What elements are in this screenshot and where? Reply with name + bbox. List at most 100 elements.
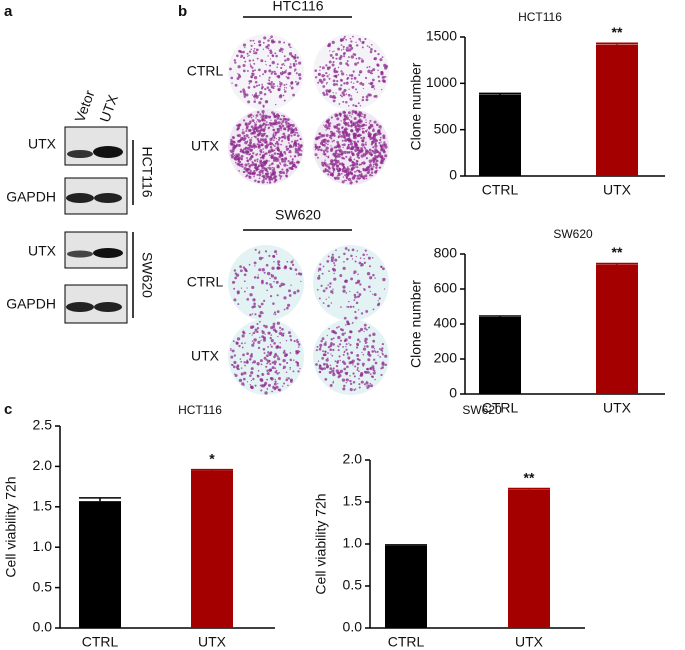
colony [343, 88, 347, 92]
colony [248, 165, 250, 167]
colony [358, 173, 361, 176]
colony [342, 266, 346, 270]
colony [259, 90, 263, 95]
colony [358, 149, 361, 153]
colony [231, 280, 235, 284]
colony [261, 171, 264, 174]
colony [384, 145, 388, 149]
colony [358, 329, 361, 333]
colony [234, 374, 238, 378]
colony [296, 160, 300, 164]
colony [269, 352, 272, 355]
colony [365, 121, 367, 124]
colony [351, 152, 353, 155]
colony [242, 90, 246, 94]
colony [355, 281, 358, 285]
colony [241, 158, 243, 161]
colony [281, 385, 284, 387]
colony [364, 249, 367, 252]
colony [376, 63, 380, 67]
colony [320, 148, 323, 152]
colony [267, 123, 270, 126]
colony [264, 115, 268, 119]
colony [266, 369, 269, 372]
colony [283, 296, 287, 300]
colony [256, 361, 260, 366]
colony [275, 147, 277, 150]
colony [242, 353, 245, 357]
colony [344, 332, 346, 334]
colony [325, 298, 327, 300]
colony [347, 121, 350, 124]
colony [294, 165, 298, 169]
colony [258, 314, 262, 318]
colony [241, 131, 245, 135]
colony [361, 46, 364, 49]
colony [276, 143, 280, 146]
colony [273, 250, 278, 254]
colony [274, 52, 277, 55]
colony [273, 261, 275, 263]
colony [339, 328, 343, 331]
colony [355, 166, 357, 168]
colony [333, 69, 337, 74]
colony [374, 361, 378, 365]
colony [278, 124, 282, 128]
colony [266, 86, 270, 89]
colony [267, 44, 270, 47]
colony [347, 111, 351, 115]
colony [247, 114, 251, 118]
colony [278, 161, 281, 164]
colony [284, 86, 286, 89]
colony [271, 149, 275, 152]
colony [325, 129, 327, 131]
colony [360, 115, 363, 118]
colony [243, 166, 247, 171]
colony [268, 167, 272, 171]
colony [251, 119, 255, 122]
colony [257, 40, 262, 44]
colony [274, 73, 276, 75]
colony [252, 143, 256, 147]
colony [282, 132, 286, 136]
colony [343, 169, 347, 173]
colony [322, 169, 326, 173]
colony [245, 129, 248, 133]
colony [355, 159, 359, 163]
colony [372, 139, 376, 143]
colony [322, 153, 325, 155]
colony [258, 119, 262, 123]
colony [353, 116, 357, 121]
colony [323, 133, 325, 136]
colony [324, 341, 327, 343]
colony [284, 118, 288, 121]
colony [348, 335, 352, 339]
colony [375, 166, 378, 169]
colony [253, 147, 255, 149]
colony [276, 321, 281, 325]
colony [332, 94, 336, 98]
dish [228, 319, 304, 395]
colony [361, 130, 364, 133]
colony [271, 70, 274, 74]
colony [371, 150, 375, 153]
colony [230, 363, 233, 366]
colony [327, 352, 329, 354]
colony [350, 46, 354, 50]
colony [264, 138, 267, 141]
colony [343, 52, 346, 55]
colony [245, 176, 247, 178]
colony [254, 164, 257, 167]
colony [345, 179, 348, 182]
colony [381, 347, 384, 350]
colony [362, 152, 365, 155]
colony [251, 94, 254, 96]
colony [331, 163, 335, 168]
colony [278, 155, 281, 159]
colony [366, 367, 370, 371]
colony [233, 147, 236, 150]
colony [337, 136, 340, 139]
colony [230, 76, 234, 80]
colony [254, 51, 258, 55]
colony [253, 261, 257, 265]
